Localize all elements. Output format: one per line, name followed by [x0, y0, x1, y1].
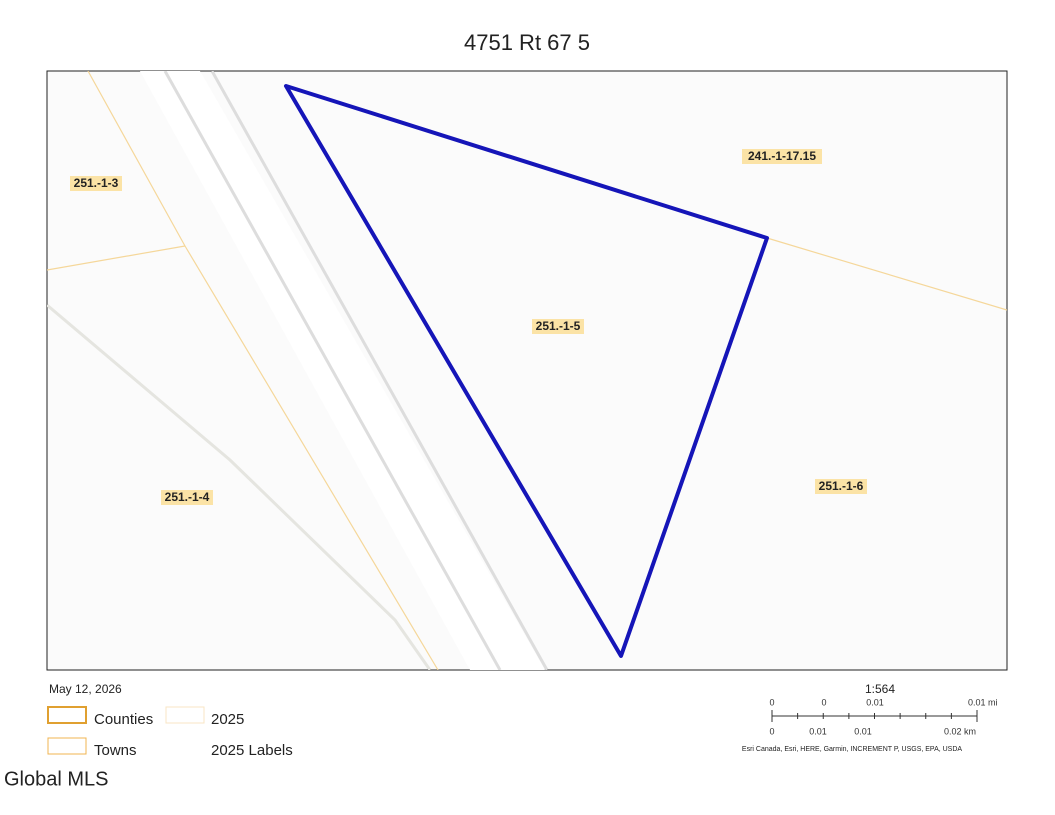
- parcel-label: 251.-1-4: [165, 490, 210, 504]
- scale-label: 0.01 mi: [968, 697, 998, 707]
- scale-label: 0: [821, 697, 826, 707]
- road: [140, 71, 545, 670]
- map-features: [47, 71, 1007, 670]
- subject-parcel: [284, 84, 769, 658]
- label-bg: [742, 149, 822, 164]
- legend-swatch: [165, 706, 205, 724]
- label-bg: [815, 479, 867, 494]
- legend-swatch: [47, 737, 87, 755]
- scale-label: 0: [769, 697, 774, 707]
- road-edge: [210, 71, 549, 670]
- legend-swatch: [47, 706, 87, 724]
- scale-label: 0.01: [866, 697, 884, 707]
- label-bg: [70, 176, 122, 191]
- scale-label: 0.01: [809, 726, 827, 736]
- legend-label: 2025: [211, 711, 244, 728]
- parcel-label: 251.-1-6: [819, 479, 864, 493]
- legend-label: Counties: [94, 711, 153, 728]
- parcel-label: 251.-1-3: [74, 176, 119, 190]
- label-bg: [161, 490, 213, 505]
- scale-ratio: 1:564: [865, 682, 895, 696]
- parcel-line: [47, 245, 186, 271]
- parcel-line: [766, 237, 1007, 311]
- legend-label: 2025 Labels: [211, 742, 293, 759]
- scale-bar: 1:564 0 0 0.01 0.01 mi 0 0.01 0.01 0.02 …: [742, 682, 998, 753]
- road-edge: [163, 71, 502, 670]
- scale-label: 0.01: [854, 726, 872, 736]
- date: May 12, 2026: [49, 682, 122, 696]
- scale-ticks: [771, 710, 978, 722]
- parcel-label: 251.-1-5: [536, 319, 581, 333]
- scale-label: 0: [769, 726, 774, 736]
- parcel-label: 241.-1-17.15: [748, 149, 816, 163]
- map-title: 4751 Rt 67 5: [464, 30, 590, 55]
- legend-label: Towns: [94, 742, 137, 759]
- label-bg: [532, 319, 584, 334]
- scale-label: 0.02 km: [944, 726, 976, 736]
- watermark: Global MLS: [4, 768, 109, 790]
- map-frame: 251.-1-3 241.-1-17.15 251.-1-5 251.-1-4 …: [46, 70, 1008, 671]
- road-edge: [47, 303, 432, 670]
- attribution: Esri Canada, Esri, HERE, Garmin, INCREME…: [742, 746, 962, 753]
